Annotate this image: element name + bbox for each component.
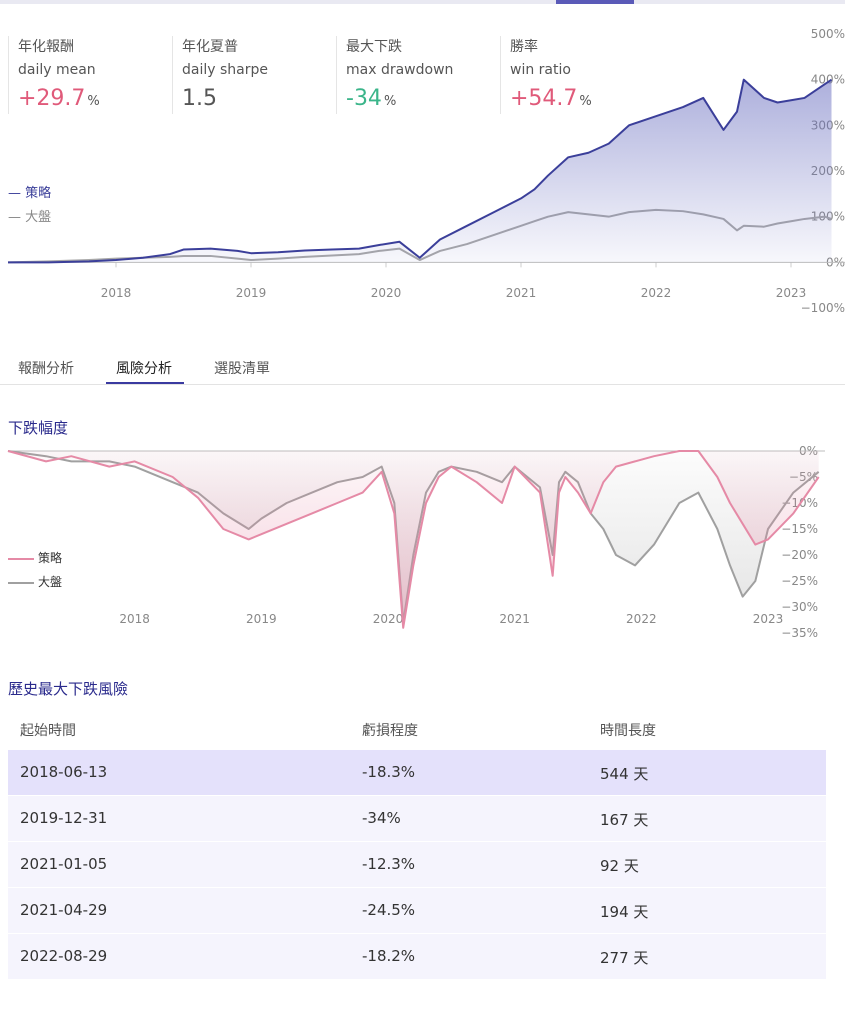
- cell-duration: 92 天: [600, 857, 639, 875]
- tab-stock-list[interactable]: 選股清單: [214, 361, 270, 377]
- cell-loss: -12.3%: [362, 855, 416, 873]
- top-bar: [0, 0, 845, 4]
- history-section-title: 歷史最大下跌風險: [8, 680, 129, 698]
- cell-start-date: 2022-08-29: [20, 947, 108, 965]
- legend-drawdown-benchmark[interactable]: 大盤: [8, 573, 62, 590]
- stat-label-zh: 勝率: [510, 39, 538, 55]
- stat-daily-mean: 年化報酬 daily mean +29.7%: [18, 36, 178, 111]
- stat-label-zh: 最大下跌: [346, 39, 402, 55]
- table-row[interactable]: 2019-12-31 -34% 167 天: [8, 796, 826, 841]
- drawdown-section-title: 下跌幅度: [8, 419, 69, 437]
- stat-label-en: win ratio: [510, 62, 571, 78]
- stat-value: 1.5: [182, 86, 217, 111]
- x-tick-label: 2020: [373, 612, 404, 626]
- y-tick-label: 500%: [811, 27, 845, 41]
- cell-start-date: 2021-04-29: [20, 901, 108, 919]
- stat-daily-sharpe: 年化夏普 daily sharpe 1.5: [182, 36, 342, 111]
- stat-label-zh: 年化夏普: [182, 39, 238, 55]
- x-tick-label: 2023: [753, 612, 784, 626]
- series-area-strategy: [8, 451, 819, 628]
- legend-drawdown-strategy[interactable]: 策略: [8, 549, 62, 566]
- tab-return-analysis[interactable]: 報酬分析: [18, 361, 74, 377]
- series-line-strategy[interactable]: [7, 450, 820, 629]
- x-tick-label: 2021: [499, 612, 530, 626]
- cell-loss: -24.5%: [362, 901, 416, 919]
- x-tick-label: 2018: [101, 286, 132, 300]
- y-tick-label: −25%: [781, 574, 818, 588]
- y-tick-label: 400%: [811, 73, 845, 87]
- x-tick-label: 2022: [626, 612, 657, 626]
- x-tick-label: 2019: [246, 612, 277, 626]
- cell-start-date: 2019-12-31: [20, 809, 108, 827]
- stat-value: -34%: [346, 86, 397, 111]
- table-row[interactable]: 2021-01-05 -12.3% 92 天: [8, 842, 826, 887]
- drawdown-chart[interactable]: 0%−5%−10%−15%−20%−25%−30%−35%20182019202…: [0, 440, 845, 640]
- stat-label-en: daily mean: [18, 62, 96, 78]
- cell-duration: 194 天: [600, 903, 649, 921]
- analysis-tabs: 報酬分析 風險分析 選股清單: [0, 352, 845, 385]
- stat-divider: [172, 36, 173, 114]
- series-line-strategy[interactable]: [8, 78, 833, 264]
- y-tick-label: −100%: [801, 301, 845, 315]
- tab-risk-analysis[interactable]: 風險分析: [116, 361, 172, 377]
- cumulative-return-chart[interactable]: 500%400%300%200%100%0%−100%2018201920202…: [0, 0, 845, 330]
- cell-loss: -34%: [362, 809, 401, 827]
- y-tick-label: −20%: [781, 548, 818, 562]
- top-bar-active-indicator: [556, 0, 634, 4]
- table-row[interactable]: 2018-06-13 -18.3% 544 天: [8, 750, 826, 795]
- stat-max-drawdown: 最大下跌 max drawdown -34%: [346, 36, 506, 111]
- legend-benchmark[interactable]: — 大盤: [8, 210, 52, 225]
- cell-duration: 277 天: [600, 949, 649, 967]
- stat-label-zh: 年化報酬: [18, 39, 74, 55]
- x-tick-label: 2019: [236, 286, 267, 300]
- x-tick-label: 2023: [776, 286, 807, 300]
- stat-divider: [8, 36, 9, 114]
- cell-start-date: 2021-01-05: [20, 855, 108, 873]
- cell-duration: 544 天: [600, 765, 649, 783]
- table-row[interactable]: 2022-08-29 -18.2% 277 天: [8, 934, 826, 979]
- table-header-duration: 時間長度: [600, 723, 656, 739]
- y-tick-label: −15%: [781, 522, 818, 536]
- table-header-start: 起始時間: [20, 723, 76, 739]
- series-area-strategy: [8, 79, 832, 263]
- table-row[interactable]: 2021-04-29 -24.5% 194 天: [8, 888, 826, 933]
- stat-divider: [336, 36, 337, 114]
- y-tick-label: −30%: [781, 600, 818, 614]
- table-header-loss: 虧損程度: [362, 723, 418, 739]
- stat-label-en: max drawdown: [346, 62, 454, 78]
- cell-loss: -18.2%: [362, 947, 416, 965]
- stat-label-en: daily sharpe: [182, 62, 268, 78]
- stat-win-ratio: 勝率 win ratio +54.7%: [510, 36, 670, 111]
- y-tick-label: −35%: [781, 626, 818, 640]
- stat-divider: [500, 36, 501, 114]
- cell-loss: -18.3%: [362, 763, 416, 781]
- x-tick-label: 2022: [641, 286, 672, 300]
- x-tick-label: 2018: [119, 612, 150, 626]
- stat-value: +54.7%: [510, 86, 592, 111]
- active-tab-underline: [106, 382, 184, 384]
- cell-duration: 167 天: [600, 811, 649, 829]
- x-tick-label: 2021: [506, 286, 537, 300]
- x-tick-label: 2020: [371, 286, 402, 300]
- stat-value: +29.7%: [18, 86, 100, 111]
- cell-start-date: 2018-06-13: [20, 763, 108, 781]
- legend-strategy[interactable]: — 策略: [8, 186, 52, 201]
